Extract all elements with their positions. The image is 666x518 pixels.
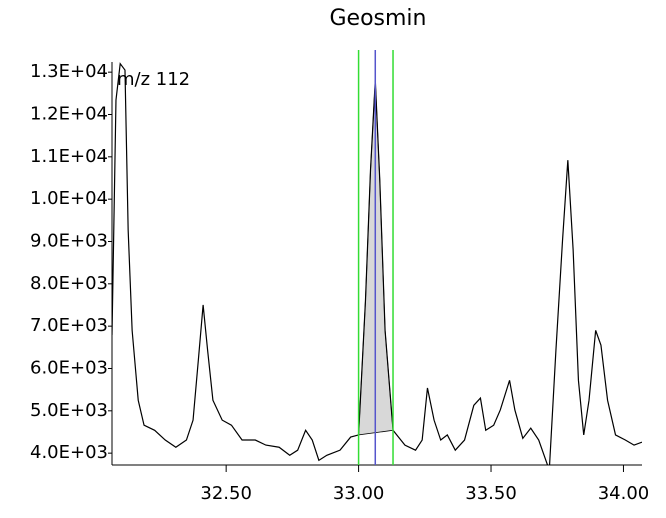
- y-tick-label: 1.1E+04: [30, 146, 108, 167]
- x-tick-label: 32.50: [200, 483, 252, 504]
- y-tick-label: 7.0E+03: [30, 315, 108, 336]
- y-tick-label: 1.2E+04: [30, 103, 108, 124]
- x-tick-label: 33.00: [333, 483, 385, 504]
- chromatogram-line: [112, 62, 642, 465]
- x-tick-label: 33.50: [465, 483, 517, 504]
- chart-title: Geosmin: [330, 6, 427, 31]
- y-tick-label: 9.0E+03: [30, 230, 108, 251]
- y-tick-label: 4.0E+03: [30, 442, 108, 463]
- x-tick-label: 34.00: [598, 483, 650, 504]
- plot-area: [112, 62, 642, 465]
- y-tick-label: 1.0E+04: [30, 188, 108, 209]
- y-tick-label: 1.3E+04: [30, 61, 108, 82]
- y-tick-label: 8.0E+03: [30, 273, 108, 294]
- y-tick-label: 5.0E+03: [30, 400, 108, 421]
- y-tick-label: 6.0E+03: [30, 357, 108, 378]
- annotation: m/z 112: [117, 69, 190, 90]
